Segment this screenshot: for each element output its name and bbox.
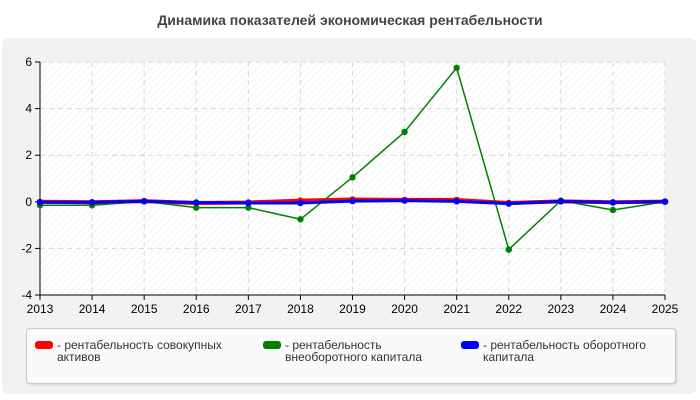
- data-point[interactable]: [505, 246, 512, 253]
- data-point[interactable]: [505, 200, 512, 207]
- x-tick-label: 2020: [391, 302, 418, 316]
- data-point[interactable]: [453, 198, 460, 205]
- data-point[interactable]: [245, 199, 252, 207]
- data-point[interactable]: [193, 199, 200, 206]
- x-tick-label: 2015: [131, 302, 158, 316]
- tick-labels: -4 -2 0 2 4 6 2013 2014 2015 2016 2017 2018 2019 2020…: [21, 55, 678, 316]
- axes: [35, 61, 666, 300]
- legend-label: - рентабельность совокупных активов: [57, 338, 222, 364]
- legend-label: - рентабельность оборотного капитала: [483, 338, 646, 364]
- data-point[interactable]: [349, 174, 356, 181]
- y-tick-label: 4: [25, 102, 32, 116]
- x-tick-label: 2023: [547, 302, 574, 316]
- grid-lines: [40, 61, 666, 295]
- y-tick-label: -2: [21, 241, 32, 255]
- data-point[interactable]: [661, 198, 669, 205]
- x-tick-label: 2013: [27, 302, 54, 316]
- y-tick-label: -4: [21, 288, 32, 302]
- legend: - рентабельность совокупных активов - ре…: [26, 328, 676, 384]
- series-group: [36, 64, 669, 253]
- x-tick-label: 2019: [339, 302, 366, 316]
- x-tick-label: 2025: [652, 302, 679, 316]
- data-point[interactable]: [401, 197, 408, 204]
- data-point[interactable]: [140, 198, 148, 205]
- x-tick-label: 2024: [600, 302, 627, 316]
- legend-swatch-green: [263, 341, 281, 349]
- data-point[interactable]: [401, 128, 408, 136]
- x-tick-label: 2014: [79, 302, 106, 316]
- y-tick-label: 6: [25, 55, 32, 69]
- x-tick-label: 2016: [183, 302, 210, 316]
- legend-swatch-red: [35, 341, 53, 349]
- data-point[interactable]: [349, 197, 356, 205]
- data-point[interactable]: [453, 64, 460, 72]
- data-point[interactable]: [245, 204, 252, 211]
- x-tick-label: 2022: [495, 302, 522, 316]
- legend-item-fixed-capital[interactable]: - рентабельность внеоборотного капитала: [263, 339, 465, 363]
- x-tick-label: 2017: [235, 302, 262, 316]
- data-point[interactable]: [609, 206, 617, 214]
- data-point[interactable]: [557, 198, 565, 205]
- data-point[interactable]: [297, 216, 304, 223]
- legend-label: - рентабельность внеоборотного капитала: [285, 338, 422, 364]
- data-point[interactable]: [36, 199, 44, 206]
- chart-title: Динамика показателей экономическая рента…: [157, 12, 543, 28]
- legend-item-working-capital[interactable]: - рентабельность оборотного капитала: [461, 339, 663, 363]
- series-working-capital: [36, 197, 669, 207]
- data-point[interactable]: [609, 199, 617, 206]
- legend-item-total-assets[interactable]: - рентабельность совокупных активов: [35, 339, 237, 363]
- data-point[interactable]: [88, 199, 96, 206]
- y-tick-label: 0: [25, 195, 32, 209]
- x-tick-label: 2018: [287, 302, 314, 316]
- x-tick-label: 2021: [443, 302, 470, 316]
- legend-swatch-blue: [461, 341, 479, 349]
- data-point[interactable]: [297, 199, 304, 207]
- data-point[interactable]: [193, 204, 200, 211]
- y-tick-label: 2: [25, 148, 32, 162]
